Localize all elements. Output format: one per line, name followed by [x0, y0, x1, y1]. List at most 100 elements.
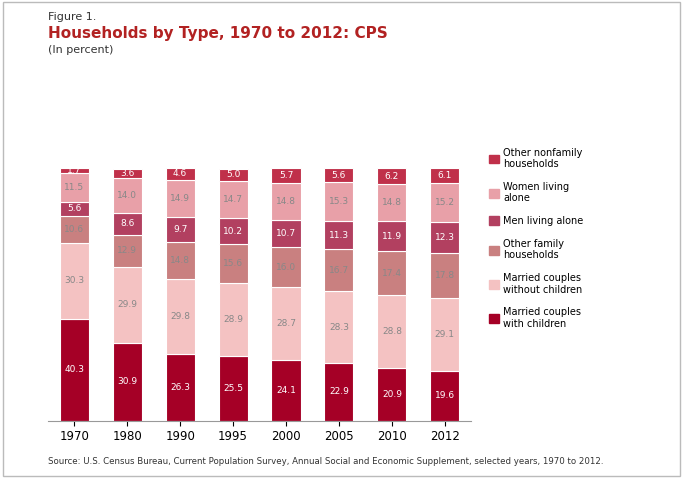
Text: 28.7: 28.7: [276, 319, 296, 328]
Text: 26.3: 26.3: [170, 383, 190, 392]
Bar: [271, 287, 301, 360]
Text: 5.0: 5.0: [226, 171, 240, 179]
Text: 14.8: 14.8: [170, 256, 190, 265]
Bar: [324, 250, 354, 292]
Text: 19.6: 19.6: [435, 391, 455, 401]
Bar: [219, 218, 248, 244]
Text: 5.6: 5.6: [332, 171, 346, 180]
Bar: [377, 368, 406, 421]
Text: 4.6: 4.6: [173, 169, 187, 178]
Bar: [59, 173, 89, 202]
Bar: [165, 168, 195, 180]
Bar: [113, 178, 142, 213]
Text: 1.7: 1.7: [67, 166, 81, 175]
Text: 15.2: 15.2: [435, 198, 455, 207]
Bar: [219, 283, 248, 356]
Text: 16.0: 16.0: [276, 263, 296, 272]
Text: 17.4: 17.4: [382, 269, 402, 278]
Text: 10.7: 10.7: [276, 229, 296, 238]
Bar: [430, 371, 460, 421]
Text: (In percent): (In percent): [48, 45, 113, 55]
Text: 6.1: 6.1: [438, 171, 452, 180]
Bar: [59, 202, 89, 216]
Bar: [377, 184, 406, 221]
Bar: [430, 253, 460, 298]
Bar: [113, 169, 142, 178]
Text: 25.5: 25.5: [223, 384, 243, 393]
Bar: [165, 217, 195, 242]
Text: 29.8: 29.8: [170, 312, 190, 321]
Text: 20.9: 20.9: [382, 390, 402, 399]
Text: 28.9: 28.9: [223, 315, 243, 325]
Text: 14.8: 14.8: [382, 198, 402, 207]
Bar: [219, 169, 248, 181]
Text: 3.6: 3.6: [120, 169, 135, 178]
Legend: Other nonfamily
households, Women living
alone, Men living alone, Other family
h: Other nonfamily households, Women living…: [489, 148, 584, 329]
Bar: [430, 298, 460, 371]
Text: 12.3: 12.3: [435, 233, 455, 242]
Text: 28.8: 28.8: [382, 327, 402, 336]
Text: 14.8: 14.8: [276, 197, 296, 206]
Bar: [377, 221, 406, 251]
Text: 30.9: 30.9: [117, 377, 137, 386]
Bar: [324, 363, 354, 421]
Text: 11.9: 11.9: [382, 232, 402, 241]
Bar: [59, 242, 89, 319]
Bar: [113, 267, 142, 343]
Bar: [219, 181, 248, 218]
Text: Figure 1.: Figure 1.: [48, 12, 96, 22]
Text: Source: U.S. Census Bureau, Current Population Survey, Annual Social and Economi: Source: U.S. Census Bureau, Current Popu…: [48, 457, 603, 466]
Bar: [113, 213, 142, 235]
Text: 14.0: 14.0: [117, 191, 137, 200]
Text: 5.7: 5.7: [279, 171, 293, 180]
Bar: [377, 168, 406, 184]
Text: 11.5: 11.5: [64, 183, 84, 192]
Text: 10.6: 10.6: [64, 225, 84, 234]
Bar: [113, 343, 142, 421]
Text: 40.3: 40.3: [64, 365, 84, 374]
Bar: [165, 279, 195, 354]
Text: 28.3: 28.3: [329, 323, 349, 332]
Bar: [430, 222, 460, 253]
Bar: [324, 168, 354, 182]
Bar: [165, 354, 195, 421]
Bar: [324, 221, 354, 250]
Text: 14.7: 14.7: [223, 196, 243, 204]
Text: 5.6: 5.6: [67, 204, 81, 213]
Text: 9.7: 9.7: [173, 225, 187, 234]
Bar: [324, 292, 354, 363]
Bar: [324, 182, 354, 221]
Bar: [271, 220, 301, 247]
Text: 17.8: 17.8: [435, 271, 455, 280]
Bar: [165, 180, 195, 217]
Text: 22.9: 22.9: [329, 387, 349, 396]
Bar: [165, 242, 195, 279]
Bar: [59, 319, 89, 421]
Text: 16.7: 16.7: [329, 266, 349, 275]
Text: 29.9: 29.9: [117, 301, 137, 309]
Bar: [377, 295, 406, 368]
Text: 12.9: 12.9: [117, 247, 137, 255]
Bar: [271, 360, 301, 421]
Text: Households by Type, 1970 to 2012: CPS: Households by Type, 1970 to 2012: CPS: [48, 26, 387, 41]
Text: 24.1: 24.1: [276, 386, 296, 395]
Bar: [219, 244, 248, 283]
Text: 11.3: 11.3: [329, 230, 349, 239]
Bar: [59, 168, 89, 173]
Bar: [113, 235, 142, 267]
Bar: [430, 184, 460, 222]
Text: 10.2: 10.2: [223, 227, 243, 236]
Text: 30.3: 30.3: [64, 276, 84, 285]
Bar: [271, 247, 301, 287]
Bar: [377, 251, 406, 295]
Text: 14.9: 14.9: [170, 194, 190, 203]
Text: 29.1: 29.1: [435, 330, 455, 339]
Bar: [219, 356, 248, 421]
Text: 15.6: 15.6: [223, 259, 243, 268]
Bar: [271, 183, 301, 220]
Text: 6.2: 6.2: [385, 172, 399, 181]
Bar: [271, 168, 301, 183]
Bar: [430, 168, 460, 184]
Text: 8.6: 8.6: [120, 219, 135, 228]
Text: 15.3: 15.3: [329, 197, 349, 206]
